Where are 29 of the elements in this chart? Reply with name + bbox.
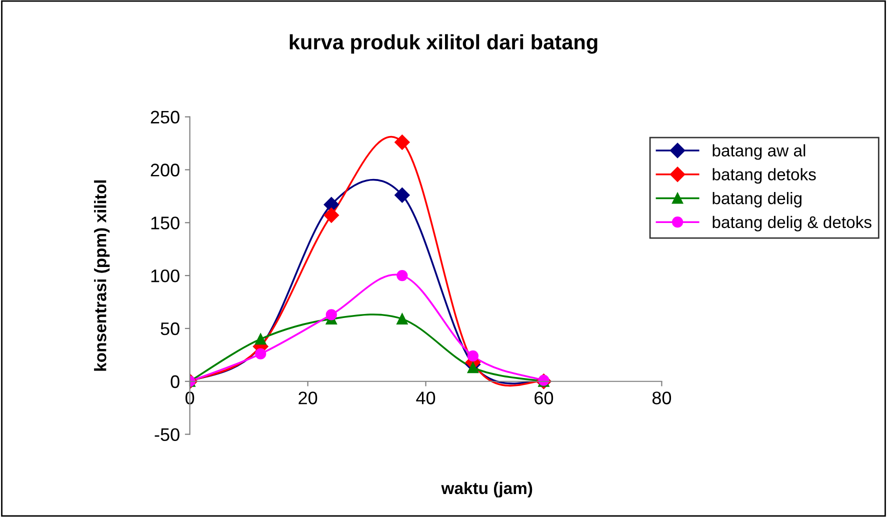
y-tick-label: 250 <box>150 110 180 124</box>
y-tick-label: 50 <box>160 322 180 336</box>
legend-label: batang aw al <box>712 144 806 160</box>
legend-label: batang delig & detoks <box>712 216 872 232</box>
point <box>467 362 479 374</box>
x-tick-label: 0 <box>186 392 194 404</box>
legend-label: batang delig <box>712 192 802 208</box>
point <box>326 309 337 320</box>
point <box>394 134 410 150</box>
x-tick-label: 60 <box>534 392 554 404</box>
x-axis-title: waktu (jam) <box>441 482 532 498</box>
x-tick-label: 80 <box>652 392 672 404</box>
y-tick-label: 150 <box>151 216 180 230</box>
point <box>255 333 266 345</box>
y-tick-label: 0 <box>170 375 180 388</box>
y-tick-label: 100 <box>151 269 180 282</box>
chart-title: kurva produk xilitol dari batang <box>290 34 598 54</box>
y-axis-title: konsentrasi (ppm) xilitol <box>94 180 110 371</box>
x-tick-label: 40 <box>416 392 436 404</box>
legend-label: batang detoks <box>712 168 816 184</box>
x-tick-label: 20 <box>298 392 318 404</box>
point <box>255 348 266 360</box>
point <box>324 208 339 223</box>
y-tick-label: 200 <box>150 164 180 176</box>
point <box>467 350 479 362</box>
point <box>396 270 408 282</box>
point <box>394 188 410 203</box>
y-tick-label: -50 <box>154 428 180 441</box>
point <box>396 313 408 324</box>
